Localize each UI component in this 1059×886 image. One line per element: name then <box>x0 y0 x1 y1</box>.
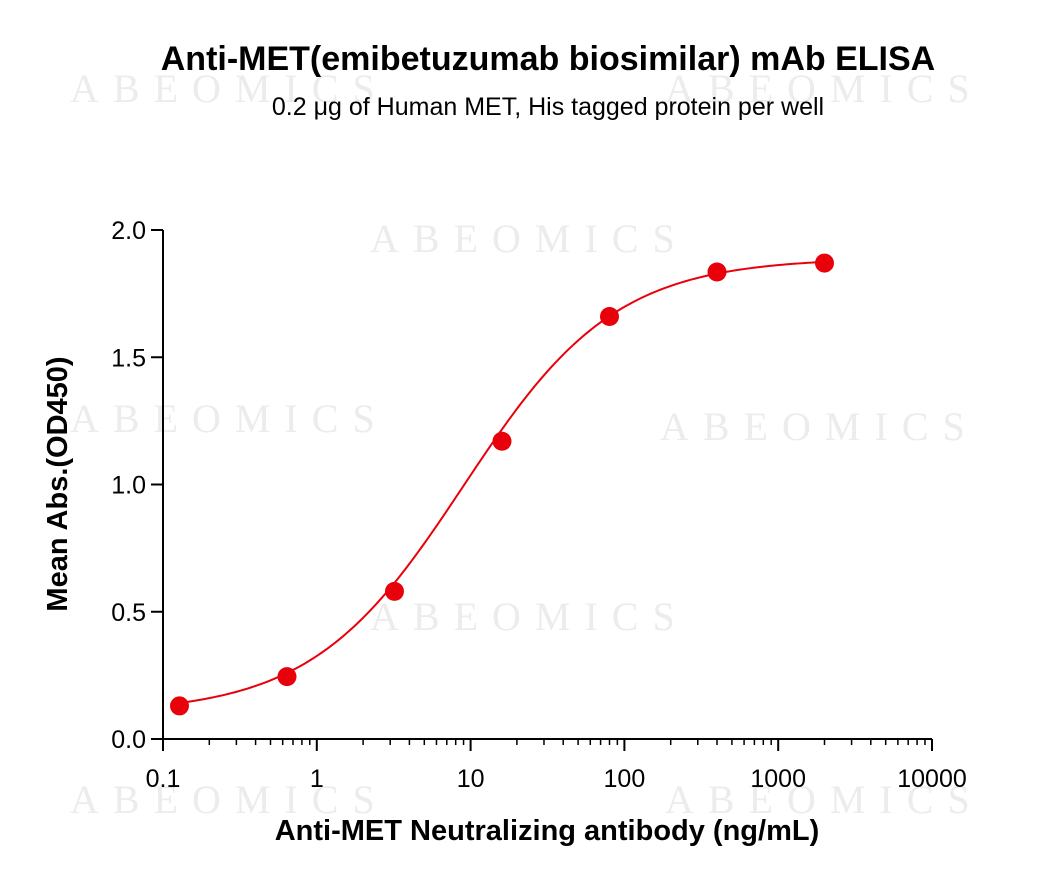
x-axis-label: Anti-MET Neutralizing antibody (ng/mL) <box>275 815 820 847</box>
y-axis-label: Mean Abs.(OD450) <box>42 356 74 611</box>
x-tick-label: 10 <box>457 765 485 793</box>
x-ticks: 0.1 1 10 100 1000 10000 <box>146 739 967 793</box>
watermark-layer: ABEOMICS ABEOMICS ABEOMICS ABEOMICS ABEO… <box>70 66 984 822</box>
data-point <box>384 581 404 601</box>
watermark-text: ABEOMICS <box>370 594 689 639</box>
data-point <box>492 431 512 451</box>
x-tick-label: 10000 <box>897 765 967 793</box>
watermark-text: ABEOMICS <box>665 66 984 111</box>
x-tick-label: 1000 <box>750 765 806 793</box>
chart-subtitle: 0.2 μg of Human MET, His tagged protein … <box>272 93 824 121</box>
watermark-text: ABEOMICS <box>660 404 979 449</box>
y-tick-label: 1.0 <box>111 472 146 500</box>
y-tick-label: 0.5 <box>111 599 146 627</box>
data-point <box>169 696 189 716</box>
y-ticks: 0.0 0.5 1.0 1.5 2.0 <box>111 217 163 754</box>
watermark-text: ABEOMICS <box>70 66 389 111</box>
watermark-text: ABEOMICS <box>70 777 389 822</box>
axes <box>162 230 932 740</box>
data-point <box>814 253 834 273</box>
watermark-text: ABEOMICS <box>370 216 689 261</box>
watermark-text: ABEOMICS <box>665 777 984 822</box>
data-points <box>169 253 834 716</box>
x-tick-label: 0.1 <box>146 765 181 793</box>
watermark-text: ABEOMICS <box>70 396 389 441</box>
y-tick-label: 0.0 <box>111 726 146 754</box>
data-point <box>599 307 619 327</box>
y-tick-label: 2.0 <box>111 217 146 245</box>
y-tick-label: 1.5 <box>111 344 146 372</box>
data-point <box>707 262 727 282</box>
x-tick-label: 100 <box>604 765 646 793</box>
x-tick-label: 1 <box>310 765 324 793</box>
data-point <box>277 667 297 687</box>
chart-title: Anti-MET(emibetuzumab biosimilar) mAb EL… <box>161 40 935 78</box>
